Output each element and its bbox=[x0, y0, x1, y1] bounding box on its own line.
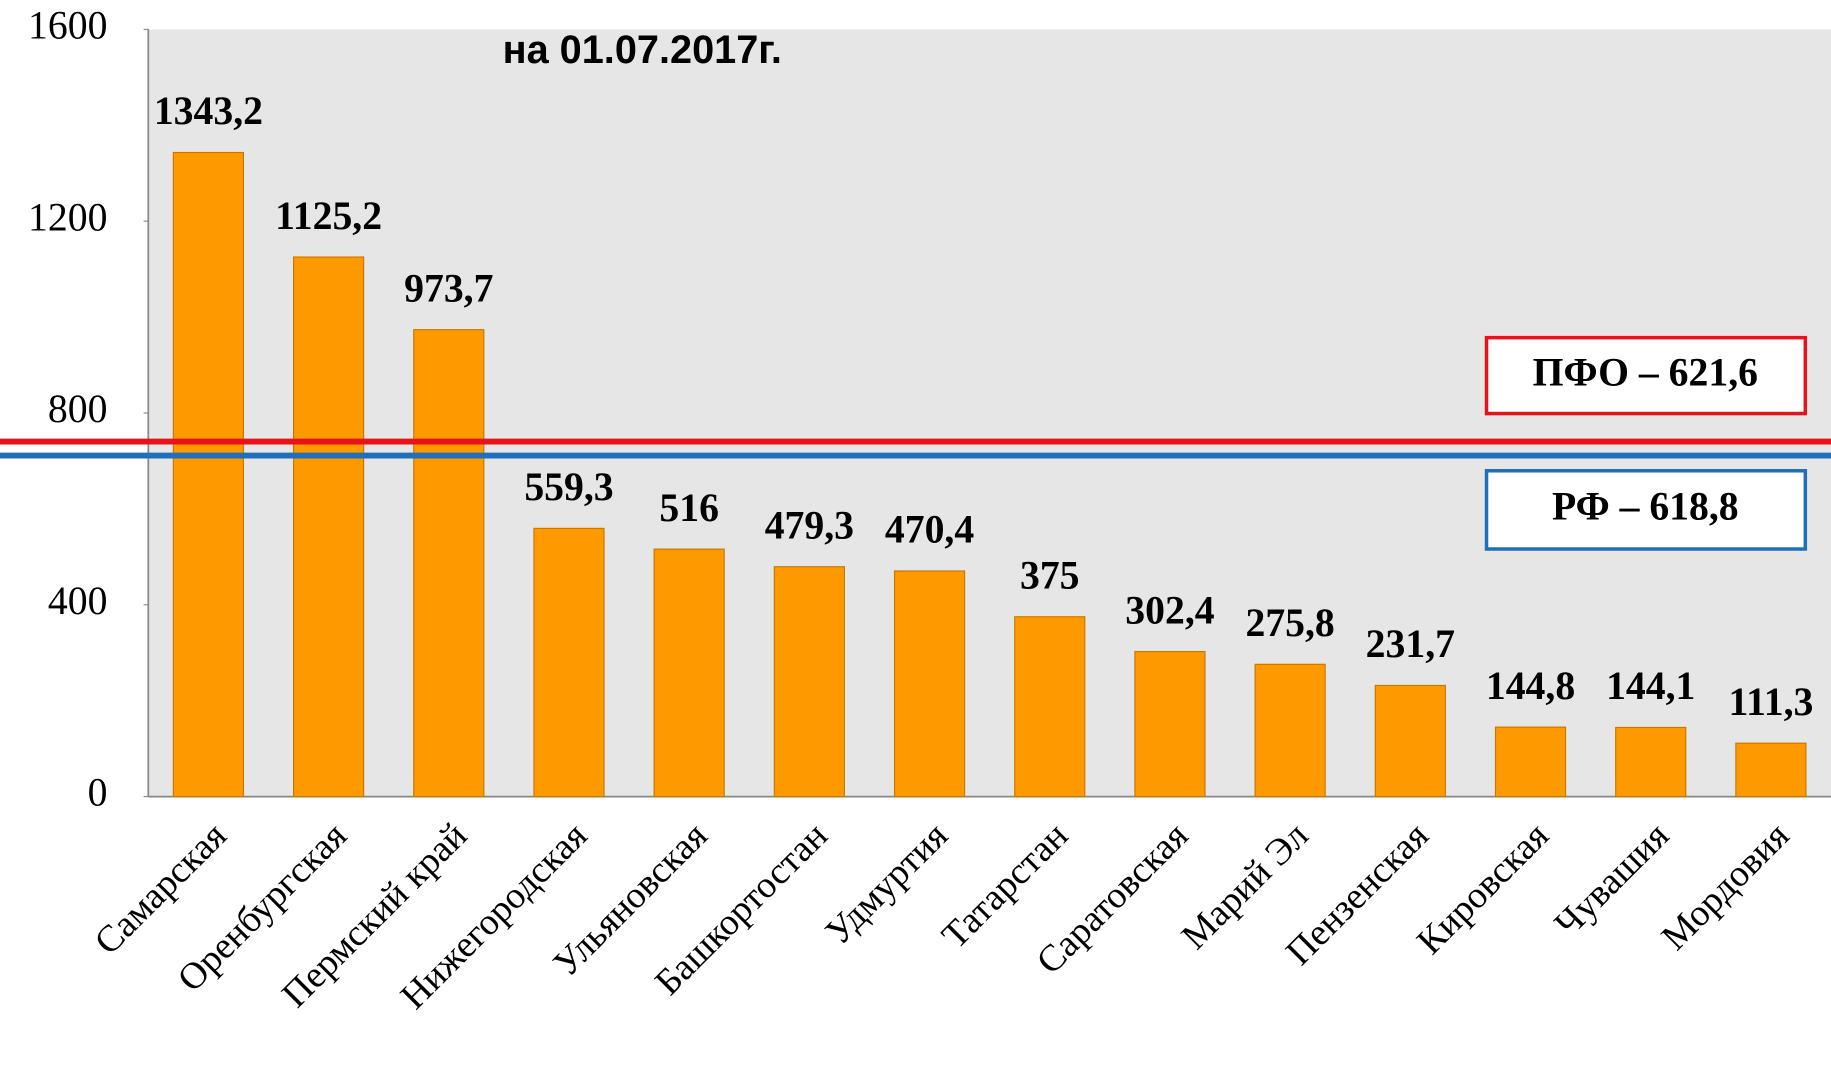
data-label: 1343,2 bbox=[154, 89, 263, 133]
data-label: 275,8 bbox=[1245, 601, 1334, 645]
y-tick-label: 0 bbox=[88, 771, 108, 815]
data-label: 1125,2 bbox=[275, 194, 382, 238]
data-label: 375 bbox=[1020, 553, 1080, 597]
data-label: 559,3 bbox=[524, 465, 613, 509]
y-tick-label: 800 bbox=[48, 387, 108, 431]
bar bbox=[1134, 650, 1206, 798]
data-label: 973,7 bbox=[404, 266, 493, 310]
bars bbox=[172, 151, 1807, 798]
bar bbox=[292, 256, 365, 798]
data-label: 111,3 bbox=[1728, 680, 1813, 724]
x-tick-label: Удмуртия bbox=[818, 815, 956, 953]
data-label: 302,4 bbox=[1125, 588, 1214, 632]
bar bbox=[773, 566, 845, 798]
chart-title: на 01.07.2017г. bbox=[503, 28, 782, 72]
y-tick-label: 400 bbox=[48, 579, 108, 623]
annotation: РФ – 618,8 bbox=[1552, 485, 1739, 529]
data-label: 516 bbox=[659, 486, 719, 530]
y-tick-label: 1600 bbox=[28, 3, 107, 47]
data-label: 470,4 bbox=[885, 508, 974, 552]
bar bbox=[1615, 726, 1687, 798]
bar bbox=[172, 151, 245, 798]
annotation: ПФО – 621,6 bbox=[1533, 350, 1758, 394]
bar bbox=[893, 570, 966, 798]
data-label: 231,7 bbox=[1366, 622, 1455, 666]
bar bbox=[1254, 663, 1326, 798]
bar bbox=[1735, 742, 1807, 798]
bar bbox=[653, 548, 725, 798]
x-tick-label: Мордовия bbox=[1654, 815, 1797, 958]
annotation-box bbox=[1484, 469, 1808, 551]
data-label: 144,1 bbox=[1606, 664, 1695, 708]
x-tick-label: Кировская bbox=[1409, 815, 1557, 963]
bar bbox=[1494, 726, 1567, 798]
data-label: 144,8 bbox=[1486, 664, 1575, 708]
annotation-box bbox=[1484, 335, 1808, 416]
bar bbox=[1374, 684, 1446, 798]
data-label: 479,3 bbox=[765, 503, 854, 547]
bar bbox=[413, 329, 485, 798]
bar bbox=[1014, 616, 1086, 798]
bar bbox=[533, 527, 605, 798]
y-tick-label: 1200 bbox=[28, 195, 107, 239]
